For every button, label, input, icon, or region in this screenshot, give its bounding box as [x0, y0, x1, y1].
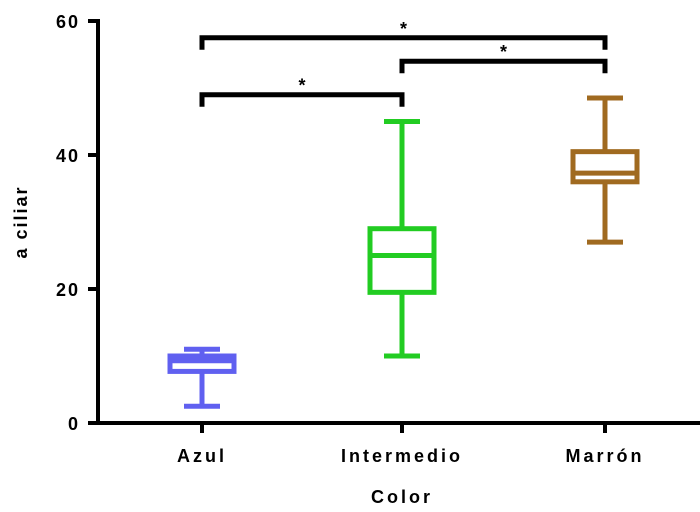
x-tick-label: Marrón — [565, 446, 644, 466]
significance-label: * — [500, 42, 507, 62]
x-tick-label: Intermedio — [341, 446, 463, 466]
y-tick-label: 60 — [56, 12, 80, 32]
x-tick-label: Azul — [177, 446, 227, 466]
significance-brackets: * * * — [199, 19, 608, 107]
significance-bracket: * — [199, 76, 405, 107]
iqr-box — [367, 226, 437, 295]
box-2 — [367, 119, 437, 359]
y-ticks: 0 20 40 60 — [56, 12, 98, 434]
y-tick-label: 0 — [68, 414, 80, 434]
significance-bracket: * — [199, 19, 608, 50]
significance-bracket: * — [399, 42, 608, 74]
axes — [96, 19, 700, 425]
y-axis-label: a ciliar — [11, 185, 31, 258]
x-axis-label: Color — [371, 487, 433, 507]
significance-label: * — [400, 19, 407, 39]
box-1 — [167, 346, 237, 409]
bracket-line — [199, 92, 405, 107]
y-tick-label: 40 — [56, 146, 80, 166]
box-3 — [570, 95, 640, 245]
x-ticks: Azul Intermedio Marrón — [177, 423, 644, 466]
bracket-line — [399, 58, 608, 74]
significance-label: * — [298, 76, 305, 96]
iqr-box — [570, 149, 640, 185]
bracket-line — [199, 35, 608, 50]
y-tick-label: 20 — [56, 280, 80, 300]
box-series — [167, 95, 640, 409]
